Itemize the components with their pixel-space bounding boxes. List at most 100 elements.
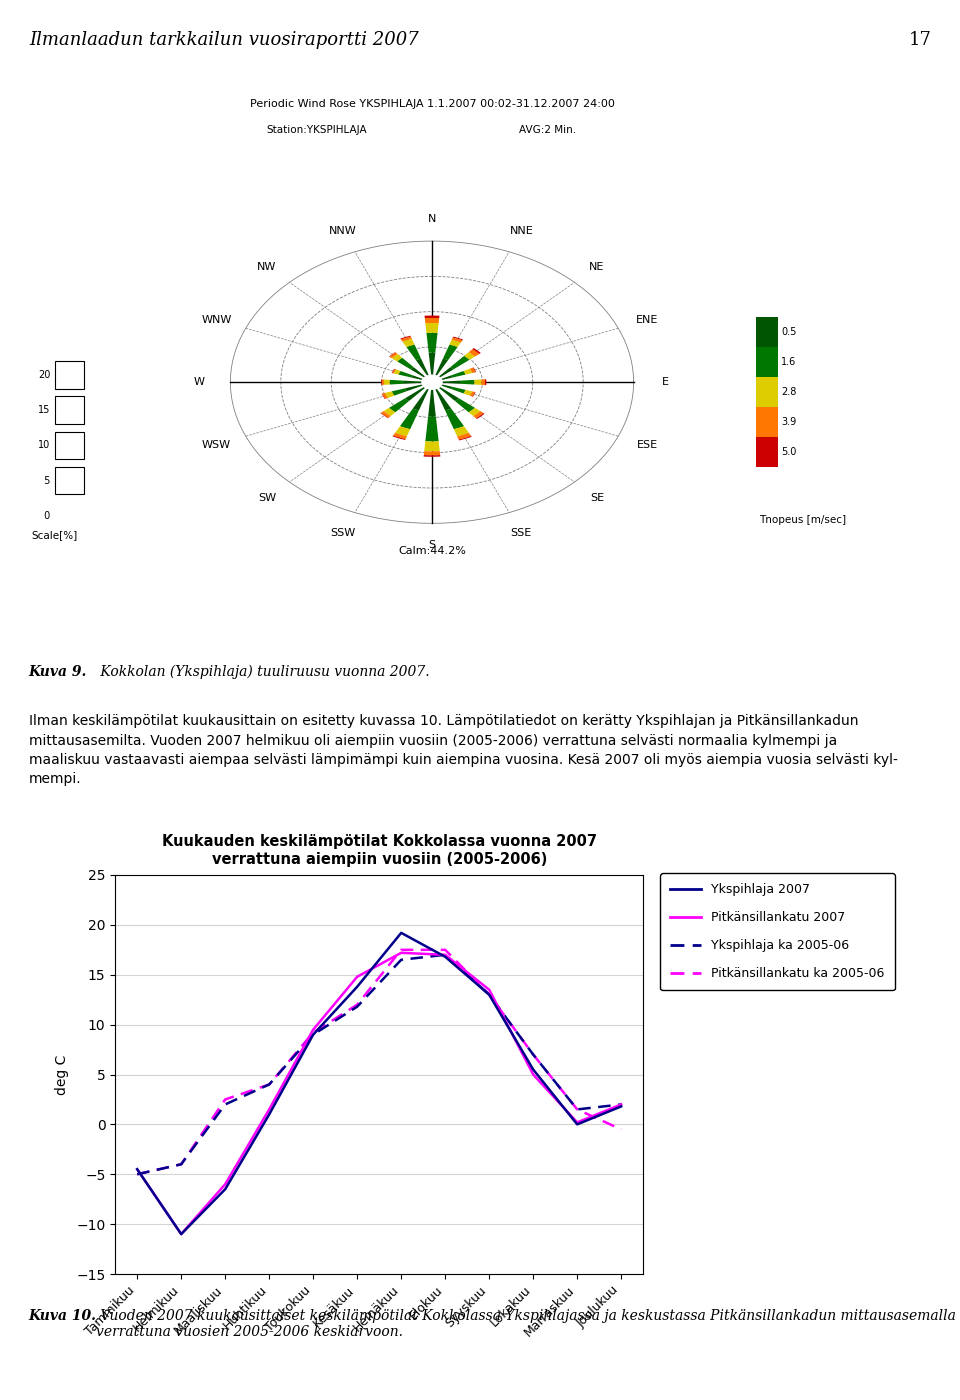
Polygon shape <box>468 349 479 357</box>
Title: Kuukauden keskilämpötilat Kokkolassa vuonna 2007
verrattuna aiempiin vuosiin (20: Kuukauden keskilämpötilat Kokkolassa vuo… <box>161 834 597 867</box>
Polygon shape <box>443 344 458 360</box>
Text: NW: NW <box>257 262 276 272</box>
Text: 15: 15 <box>38 405 51 416</box>
Polygon shape <box>473 412 484 419</box>
Polygon shape <box>404 381 432 384</box>
Text: AVG:2 Min.: AVG:2 Min. <box>518 125 576 134</box>
Text: WNW: WNW <box>202 315 231 325</box>
Text: 5.0: 5.0 <box>781 447 797 456</box>
Polygon shape <box>394 433 407 440</box>
Bar <box>756 407 778 437</box>
Text: Calm:44.2%: Calm:44.2% <box>398 546 466 556</box>
Text: SE: SE <box>589 493 604 503</box>
Text: WSW: WSW <box>202 440 231 449</box>
Polygon shape <box>469 392 475 396</box>
Polygon shape <box>432 381 460 384</box>
Polygon shape <box>476 413 485 419</box>
Polygon shape <box>453 336 463 340</box>
Polygon shape <box>451 386 466 393</box>
Polygon shape <box>425 318 439 323</box>
Polygon shape <box>450 356 469 370</box>
Polygon shape <box>381 412 391 417</box>
Polygon shape <box>396 426 410 437</box>
Legend: Ykspihlaja 2007, Pitkänsillankatu 2007, Ykspihlaja ka 2005-06, Pitkänsillankatu : Ykspihlaja 2007, Pitkänsillankatu 2007, … <box>660 874 895 990</box>
Bar <box>56 468 84 494</box>
Polygon shape <box>400 409 419 430</box>
Polygon shape <box>468 407 480 416</box>
Polygon shape <box>423 451 441 455</box>
Polygon shape <box>432 358 448 382</box>
Text: Ilmanlaadun tarkkailun vuosiraportti 2007: Ilmanlaadun tarkkailun vuosiraportti 200… <box>29 31 419 49</box>
Polygon shape <box>405 382 432 400</box>
Polygon shape <box>405 382 432 391</box>
Polygon shape <box>428 382 436 417</box>
Text: E: E <box>661 377 669 388</box>
Polygon shape <box>445 409 464 430</box>
Text: Ilman keskilämpötilat kuukausittain on esitetty kuvassa 10. Lämpötilatiedot on k: Ilman keskilämpötilat kuukausittain on e… <box>29 714 898 787</box>
Polygon shape <box>389 353 396 357</box>
Bar <box>756 377 778 407</box>
Polygon shape <box>481 379 485 385</box>
Polygon shape <box>464 368 472 375</box>
Bar <box>756 347 778 377</box>
Polygon shape <box>432 382 459 400</box>
Polygon shape <box>474 379 481 385</box>
Ellipse shape <box>422 375 442 389</box>
Text: 3.9: 3.9 <box>781 417 797 427</box>
Polygon shape <box>406 344 421 360</box>
Text: Kokkolan (Ykspihlaja) tuuliruusu vuonna 2007.: Kokkolan (Ykspihlaja) tuuliruusu vuonna … <box>96 665 430 679</box>
Polygon shape <box>401 336 412 342</box>
Polygon shape <box>459 435 471 441</box>
Text: 20: 20 <box>38 370 51 379</box>
Polygon shape <box>390 353 397 358</box>
Polygon shape <box>425 323 439 333</box>
Polygon shape <box>389 398 409 412</box>
Polygon shape <box>451 337 463 343</box>
Text: SSW: SSW <box>330 528 355 538</box>
Text: Scale[%]: Scale[%] <box>31 529 78 540</box>
Polygon shape <box>455 398 475 412</box>
Polygon shape <box>464 353 475 360</box>
Polygon shape <box>400 336 411 340</box>
Text: NE: NE <box>589 262 605 272</box>
Text: 0.5: 0.5 <box>781 328 797 337</box>
Polygon shape <box>385 392 395 398</box>
Text: 17: 17 <box>908 31 931 49</box>
Polygon shape <box>432 382 451 410</box>
Polygon shape <box>392 354 402 361</box>
Polygon shape <box>472 349 481 354</box>
Polygon shape <box>454 426 468 437</box>
Polygon shape <box>397 358 414 370</box>
Polygon shape <box>393 370 396 374</box>
Polygon shape <box>402 339 415 347</box>
Text: N: N <box>428 214 436 224</box>
Polygon shape <box>398 371 413 378</box>
Polygon shape <box>384 407 396 416</box>
Polygon shape <box>382 393 388 399</box>
Polygon shape <box>382 393 386 399</box>
Polygon shape <box>423 455 441 456</box>
Bar <box>756 437 778 466</box>
Polygon shape <box>393 435 406 440</box>
Text: Vuoden 2007 kuukausittaiset keskilämpötilat Kokkolassa Ykspihlajassa ja keskusta: Vuoden 2007 kuukausittaiset keskilämpöti… <box>96 1309 956 1340</box>
Text: 5: 5 <box>41 476 51 486</box>
Polygon shape <box>460 379 474 385</box>
Polygon shape <box>469 368 475 372</box>
Text: S: S <box>428 540 436 550</box>
Text: 2.8: 2.8 <box>781 386 797 398</box>
Polygon shape <box>449 340 461 347</box>
Text: 1.6: 1.6 <box>781 357 797 367</box>
Polygon shape <box>392 388 407 396</box>
Polygon shape <box>485 379 487 385</box>
Polygon shape <box>425 417 439 441</box>
Polygon shape <box>464 389 472 396</box>
Polygon shape <box>424 441 440 451</box>
Bar <box>56 361 84 389</box>
Text: Periodic Wind Rose YKSPIHLAJA 1.1.2007 00:02-31.12.2007 24:00: Periodic Wind Rose YKSPIHLAJA 1.1.2007 0… <box>250 99 614 109</box>
Text: SW: SW <box>258 493 276 503</box>
Polygon shape <box>424 315 440 318</box>
Polygon shape <box>411 367 432 382</box>
Text: NNW: NNW <box>329 227 356 237</box>
Bar <box>756 318 778 347</box>
Text: NNE: NNE <box>510 227 533 237</box>
